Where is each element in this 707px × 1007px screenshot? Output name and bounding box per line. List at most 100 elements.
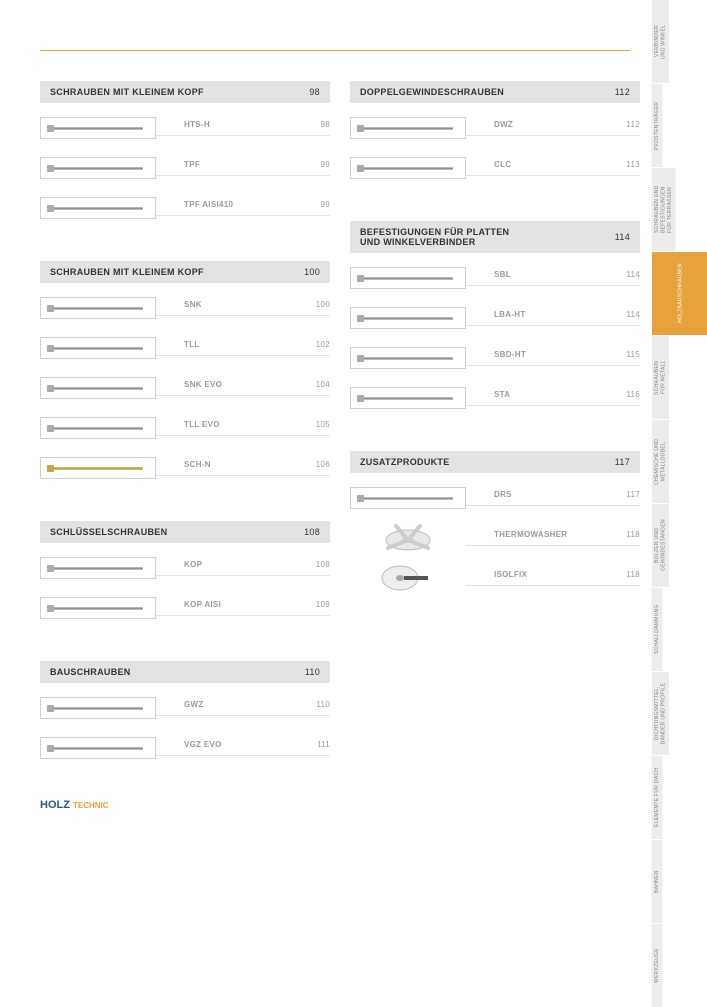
product-page: 114 (626, 310, 640, 319)
product-label: SNK EVO104 (156, 380, 330, 396)
product-code: SBL (494, 270, 511, 279)
product-code: SCH-N (184, 460, 211, 469)
product-row: TLL102 (40, 337, 330, 359)
product-page: 113 (626, 160, 640, 169)
brand-part1: HOLZ (40, 799, 70, 811)
product-code: GWZ (184, 700, 204, 709)
product-code: TPF (184, 160, 200, 169)
product-page: 109 (316, 600, 330, 609)
section-header: SCHLÜSSELSCHRAUBEN108 (40, 521, 330, 543)
right-column: DOPPELGEWINDESCHRAUBEN 112DWZ 112 CLC113 BEF… (350, 81, 640, 801)
product-thumb (40, 597, 156, 619)
product-row: DRS117 (350, 487, 640, 509)
product-label: KOP108 (156, 560, 330, 576)
content-columns: SCHRAUBEN MIT KLEINEM KOPF98HTS-H98TPF99… (40, 81, 640, 801)
product-code: DWZ (494, 120, 513, 129)
product-row: THERMOWASHER118 (350, 527, 640, 549)
product-row: KOP AISI 109 (40, 597, 330, 619)
side-tab[interactable]: CHEMISCHE UNDMETALLDÜBEL (652, 420, 669, 503)
side-tab[interactable]: DICHTUNGSMITTEL,BÄNDER UND PROFILE (652, 672, 669, 755)
product-page: 111 (317, 740, 330, 749)
product-page: 114 (626, 270, 640, 279)
product-code: SNK (184, 300, 202, 309)
product-thumb (350, 518, 466, 558)
product-thumb (350, 117, 466, 139)
product-code: TLL (184, 340, 200, 349)
product-page: 116 (626, 390, 640, 399)
product-thumb (40, 697, 156, 719)
product-page: 117 (626, 490, 640, 499)
section-title: DOPPELGEWINDESCHRAUBEN (360, 87, 504, 97)
side-tab[interactable]: SCHALLDÄMMUNG (652, 588, 663, 671)
product-row: TLL EVO105 (40, 417, 330, 439)
product-page: 99 (321, 200, 331, 209)
product-page: 115 (626, 350, 640, 359)
product-thumb (350, 267, 466, 289)
product-row: DWZ 112 (350, 117, 640, 139)
product-page: 110 (316, 700, 330, 709)
side-tab[interactable]: BAHNEN (652, 840, 663, 923)
product-code: ISOLFIX (494, 570, 527, 579)
product-row: VGZ EVO 111 (40, 737, 330, 759)
brand-part2: TECHNIC (73, 801, 109, 810)
spacer (350, 607, 640, 631)
product-thumb (350, 387, 466, 409)
product-label: LBA-HT114 (466, 310, 640, 326)
side-tab[interactable]: VERBINDERUND WINKEL (652, 0, 669, 83)
product-label: SNK100 (156, 300, 330, 316)
product-page: 112 (626, 120, 640, 129)
product-page: 98 (321, 120, 331, 129)
left-column: SCHRAUBEN MIT KLEINEM KOPF98HTS-H98TPF99… (40, 81, 330, 801)
product-code: VGZ EVO (184, 740, 222, 749)
product-row: LBA-HT114 (350, 307, 640, 329)
product-thumb (40, 457, 156, 479)
product-code: STA (494, 390, 510, 399)
product-thumb (350, 347, 466, 369)
section-page: 117 (615, 457, 630, 467)
product-label: CLC113 (466, 160, 640, 176)
spacer (350, 427, 640, 451)
product-row: HTS-H98 (40, 117, 330, 139)
product-thumb (40, 197, 156, 219)
product-row: SNK100 (40, 297, 330, 319)
side-tab[interactable]: ELEMENTE FÜR DACH (652, 756, 663, 839)
product-code: TPF AISI410 (184, 200, 233, 209)
product-row: CLC113 (350, 157, 640, 179)
side-tab[interactable]: SCHRAUBEN UNDBEFESTIGUNGENFÜR TERRASSEN (652, 168, 676, 251)
section-header: ZUSATZPRODUKTE117 (350, 451, 640, 473)
section-page: 98 (309, 87, 320, 97)
product-row: GWZ 110 (40, 697, 330, 719)
side-tab[interactable]: BOLZEN UNDGEWINDESTANGEN (652, 504, 669, 587)
product-label: VGZ EVO 111 (156, 740, 330, 756)
product-thumb (350, 307, 466, 329)
product-row: ISOLFIX118 (350, 567, 640, 589)
product-label: TLL EVO105 (156, 420, 330, 436)
product-label: KOP AISI 109 (156, 600, 330, 616)
product-label: THERMOWASHER118 (466, 530, 640, 546)
product-code: KOP AISI (184, 600, 221, 609)
side-tab[interactable]: PFOSTENTRÄGER (652, 84, 663, 167)
spacer (40, 237, 330, 261)
side-tab[interactable]: WERKZEUGE (652, 924, 663, 1007)
side-tab[interactable]: SCHRAUBENFÜR METALL (652, 336, 669, 419)
section-title: SCHRAUBEN MIT KLEINEM KOPF (50, 267, 204, 277)
product-thumb (40, 337, 156, 359)
product-code: THERMOWASHER (494, 530, 567, 539)
section-header: SCHRAUBEN MIT KLEINEM KOPF100 (40, 261, 330, 283)
section-page: 110 (305, 667, 320, 677)
section-page: 108 (304, 527, 320, 537)
product-thumb (40, 117, 156, 139)
section-title: BEFESTIGUNGEN FÜR PLATTENUND WINKELVERBI… (360, 227, 509, 247)
section-header: SCHRAUBEN MIT KLEINEM KOPF98 (40, 81, 330, 103)
side-tab[interactable]: HOLZBAUSCHRAUBEN (652, 252, 707, 335)
product-page: 108 (316, 560, 330, 569)
product-label: DWZ 112 (466, 120, 640, 136)
spacer (40, 777, 330, 801)
product-thumb (40, 417, 156, 439)
product-label: HTS-H98 (156, 120, 330, 136)
spacer (40, 497, 330, 521)
product-label: TPF AISI410 99 (156, 200, 330, 216)
top-divider (40, 50, 630, 51)
spacer (350, 197, 640, 221)
product-thumb (40, 737, 156, 759)
